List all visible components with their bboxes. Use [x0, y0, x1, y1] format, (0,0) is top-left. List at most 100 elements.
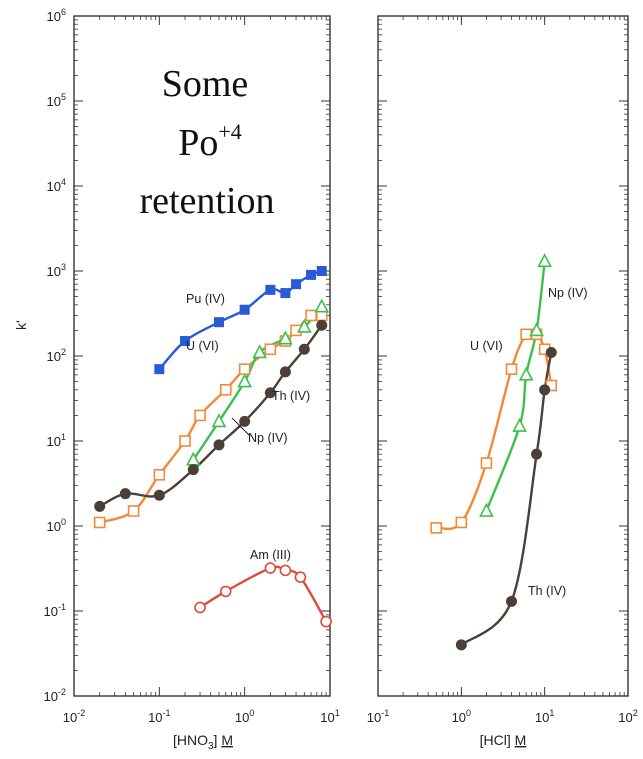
left-plot-frame: [73, 15, 331, 697]
left-th-line: [99, 324, 323, 508]
right-np-point-3: [529, 322, 544, 337]
y-tick-label: 102: [47, 347, 66, 364]
right-th-point-3: [539, 384, 551, 396]
left-x-tick-label: 10-2: [63, 708, 85, 725]
y-tick-label: 101: [47, 432, 66, 449]
left-pu-point-4: [265, 284, 276, 295]
left-th-point-1: [119, 488, 131, 500]
right-u-point-0: [430, 522, 443, 534]
y-tick-label: 10-2: [44, 687, 66, 704]
y-tick-label: 100: [47, 517, 66, 534]
label-th-left: Th (IV): [272, 389, 310, 403]
right-np-point-1: [512, 417, 527, 432]
right-x-axis-label-unit: M: [515, 732, 527, 748]
right-u-point-1: [455, 516, 468, 529]
left-x-tick-label: 101: [320, 708, 339, 725]
po-retention-annotation: Some Po+4 retention: [139, 63, 274, 222]
left-np-point-5: [296, 318, 312, 333]
left-series-markers: [93, 266, 332, 628]
left-th-point-3: [187, 464, 199, 476]
right-x-tick-label: 100: [452, 708, 471, 725]
left-u-point-1: [127, 505, 140, 517]
left-th-point-7: [279, 366, 291, 378]
right-np-point-0: [479, 502, 494, 517]
left-pu-point-0: [154, 364, 165, 375]
left-u-point-5: [219, 384, 232, 396]
left-series-lines: [99, 269, 328, 623]
annotation-po: Po: [178, 122, 218, 164]
left-axis-ticks: [73, 15, 331, 697]
left-u-point-0: [93, 516, 106, 529]
left-np-point-2: [237, 373, 252, 388]
left-am-point-4: [294, 571, 307, 583]
left-x-tick-label: 10-1: [148, 708, 170, 725]
right-plot-frame: [377, 15, 629, 697]
left-pu-point-1: [180, 336, 191, 347]
right-axis-ticks: [377, 15, 629, 697]
right-th-point-4: [545, 346, 557, 358]
label-am-left: Am (III): [250, 548, 291, 562]
left-th-point-4: [213, 439, 225, 451]
y-tick-label: 103: [47, 262, 66, 279]
right-x-tick-labels: 10-1 100 101 102: [367, 708, 638, 725]
left-np-point-6: [314, 298, 330, 313]
left-u-point-7: [264, 343, 277, 356]
right-u-point-2: [480, 457, 493, 469]
left-th-point-2: [153, 489, 165, 501]
left-th-point-6: [264, 387, 276, 399]
right-th-point-0: [455, 639, 467, 651]
left-am-point-3: [279, 564, 292, 577]
annotation-po-charge: +4: [218, 119, 241, 144]
y-tick-label: 104: [47, 177, 66, 194]
left-th-point-9: [316, 319, 328, 331]
y-tick-label: 105: [47, 92, 66, 109]
left-np-point-3: [252, 344, 268, 359]
label-np-left: Np (IV): [248, 431, 288, 445]
left-u-point-2: [153, 469, 166, 481]
annotation-line3: retention: [139, 180, 274, 222]
right-x-axis-label: [HCl] M: [480, 732, 527, 748]
right-np-point-4: [537, 253, 552, 268]
left-x-axis-label: [HNO3] M: [173, 732, 233, 752]
left-am-line: [199, 565, 328, 623]
y-tick-labels: 10-2 10-1 100 101 102 103 104 105 106: [44, 7, 66, 704]
right-u-point-3: [505, 363, 518, 375]
left-x-axis-label-pre: [HNO: [173, 732, 208, 748]
left-th-point-5: [239, 415, 251, 427]
right-th-point-1: [506, 595, 518, 607]
left-pu-point-2: [213, 317, 224, 328]
label-u-right: U (VI): [470, 339, 503, 353]
left-x-axis-label-sub: 3: [208, 741, 214, 752]
left-pu-point-8: [316, 266, 327, 276]
right-x-tick-label: 102: [618, 708, 637, 725]
label-pu-left: Pu (IV): [186, 292, 225, 306]
left-u-point-10: [305, 309, 317, 322]
left-u-point-3: [179, 435, 191, 447]
left-pu-point-6: [291, 279, 302, 290]
right-np-line: [485, 261, 546, 512]
right-u-line: [435, 329, 553, 531]
left-pu-point-5: [280, 288, 291, 299]
right-np-point-2: [518, 366, 534, 381]
y-axis-label: k': [13, 320, 29, 330]
right-x-tick-label: 10-1: [367, 708, 389, 725]
y-tick-label: 10-1: [44, 602, 66, 619]
left-am-point-0: [194, 601, 206, 614]
left-am-point-5: [320, 615, 332, 628]
right-panel: 10-1 100 101 102 [HCl] M Np (IV) U (VI) Th …: [367, 15, 638, 748]
np-pointer-arrow: [231, 417, 251, 437]
left-np-point-1: [211, 413, 227, 428]
y-tick-label: 106: [47, 7, 66, 24]
right-x-tick-label: 101: [535, 708, 554, 725]
left-th-point-8: [298, 343, 310, 355]
label-np-right: Np (IV): [548, 286, 588, 300]
left-x-tick-labels: 10-2 10-1 100 101: [63, 708, 340, 725]
left-am-point-1: [219, 585, 232, 598]
right-x-axis-label-pre: [HCl]: [480, 732, 515, 748]
left-x-axis-label-unit: M: [221, 732, 233, 748]
annotation-line1: Some: [162, 63, 249, 105]
label-u-left: U (VI): [186, 339, 219, 353]
left-th-point-0: [94, 500, 106, 512]
